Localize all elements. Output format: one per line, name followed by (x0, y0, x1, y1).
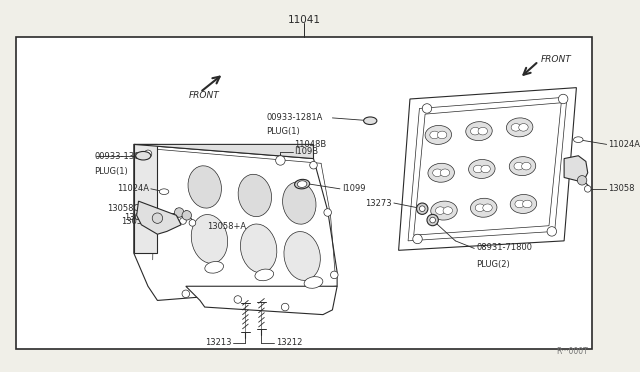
Circle shape (413, 234, 422, 244)
Ellipse shape (428, 163, 454, 182)
Polygon shape (413, 103, 561, 235)
Circle shape (175, 208, 184, 217)
Ellipse shape (431, 201, 457, 220)
Bar (15, 36, 593, 349)
Polygon shape (399, 88, 577, 250)
Ellipse shape (364, 117, 377, 125)
Text: 11024A: 11024A (117, 185, 149, 193)
Text: 11041: 11041 (287, 15, 321, 25)
Polygon shape (564, 156, 588, 182)
Ellipse shape (474, 165, 483, 173)
Ellipse shape (478, 127, 488, 135)
Circle shape (330, 271, 338, 279)
Ellipse shape (425, 125, 452, 144)
Circle shape (419, 206, 425, 212)
Circle shape (577, 176, 587, 185)
Ellipse shape (506, 118, 533, 137)
Circle shape (547, 227, 557, 236)
Ellipse shape (435, 207, 445, 214)
Text: 13058: 13058 (609, 185, 635, 193)
Text: 13058C: 13058C (107, 204, 140, 213)
Polygon shape (186, 286, 337, 315)
Ellipse shape (481, 165, 490, 173)
Ellipse shape (255, 269, 274, 281)
Text: 13212: 13212 (276, 339, 302, 347)
Circle shape (427, 214, 438, 226)
Ellipse shape (476, 204, 484, 212)
Circle shape (234, 296, 242, 303)
Ellipse shape (466, 122, 492, 141)
Ellipse shape (191, 215, 228, 263)
Ellipse shape (294, 179, 310, 189)
Text: 13058C: 13058C (122, 218, 154, 227)
Text: 11048B: 11048B (294, 140, 327, 149)
Polygon shape (134, 144, 314, 158)
Polygon shape (408, 97, 567, 241)
Text: 00933-1281A: 00933-1281A (266, 113, 323, 122)
Text: 13058+A: 13058+A (207, 222, 246, 231)
Text: PLUG(1): PLUG(1) (94, 167, 128, 176)
Circle shape (422, 104, 432, 113)
Circle shape (417, 203, 428, 214)
Circle shape (152, 213, 163, 223)
Ellipse shape (510, 195, 537, 214)
Text: 13058: 13058 (124, 213, 151, 222)
Ellipse shape (511, 124, 520, 131)
Text: I109B: I109B (294, 147, 319, 157)
Text: PLUG(2): PLUG(2) (476, 260, 510, 269)
Circle shape (324, 209, 332, 216)
Ellipse shape (468, 160, 495, 179)
Ellipse shape (283, 182, 316, 224)
Text: 13273: 13273 (365, 199, 392, 208)
Ellipse shape (437, 131, 447, 139)
Circle shape (559, 94, 568, 104)
Ellipse shape (304, 277, 323, 288)
Ellipse shape (518, 124, 528, 131)
Ellipse shape (573, 137, 583, 142)
Circle shape (584, 186, 591, 192)
Ellipse shape (522, 162, 531, 170)
Ellipse shape (443, 207, 452, 214)
Ellipse shape (515, 200, 524, 208)
Ellipse shape (440, 169, 450, 177)
Text: 13213: 13213 (205, 339, 231, 347)
Ellipse shape (522, 200, 532, 208)
Ellipse shape (136, 151, 151, 160)
Ellipse shape (238, 174, 271, 217)
Polygon shape (134, 144, 337, 301)
Text: 08931-71800: 08931-71800 (476, 243, 532, 252)
Ellipse shape (470, 198, 497, 217)
Ellipse shape (509, 157, 536, 176)
Circle shape (182, 211, 191, 220)
Ellipse shape (433, 169, 442, 177)
Ellipse shape (205, 262, 223, 273)
Ellipse shape (284, 231, 321, 280)
Circle shape (180, 218, 186, 224)
Ellipse shape (470, 127, 480, 135)
Ellipse shape (188, 166, 221, 208)
Circle shape (182, 290, 189, 298)
Circle shape (430, 217, 435, 223)
Circle shape (144, 150, 152, 158)
Ellipse shape (159, 189, 169, 195)
Text: 00933-13090: 00933-13090 (94, 153, 150, 161)
Circle shape (310, 161, 317, 169)
Text: FRONT: FRONT (540, 55, 572, 64)
Ellipse shape (430, 131, 439, 139)
Polygon shape (136, 201, 181, 234)
Circle shape (282, 303, 289, 311)
Ellipse shape (514, 162, 524, 170)
Ellipse shape (241, 224, 277, 273)
Ellipse shape (483, 204, 492, 212)
Text: 11024A: 11024A (609, 140, 640, 149)
Polygon shape (134, 144, 157, 253)
Circle shape (276, 156, 285, 165)
Text: I1099: I1099 (342, 185, 365, 193)
Ellipse shape (298, 181, 307, 187)
Text: R···000T: R···000T (556, 347, 588, 356)
Circle shape (189, 219, 196, 226)
Text: PLUG(1): PLUG(1) (266, 127, 300, 137)
Text: FRONT: FRONT (189, 91, 220, 100)
